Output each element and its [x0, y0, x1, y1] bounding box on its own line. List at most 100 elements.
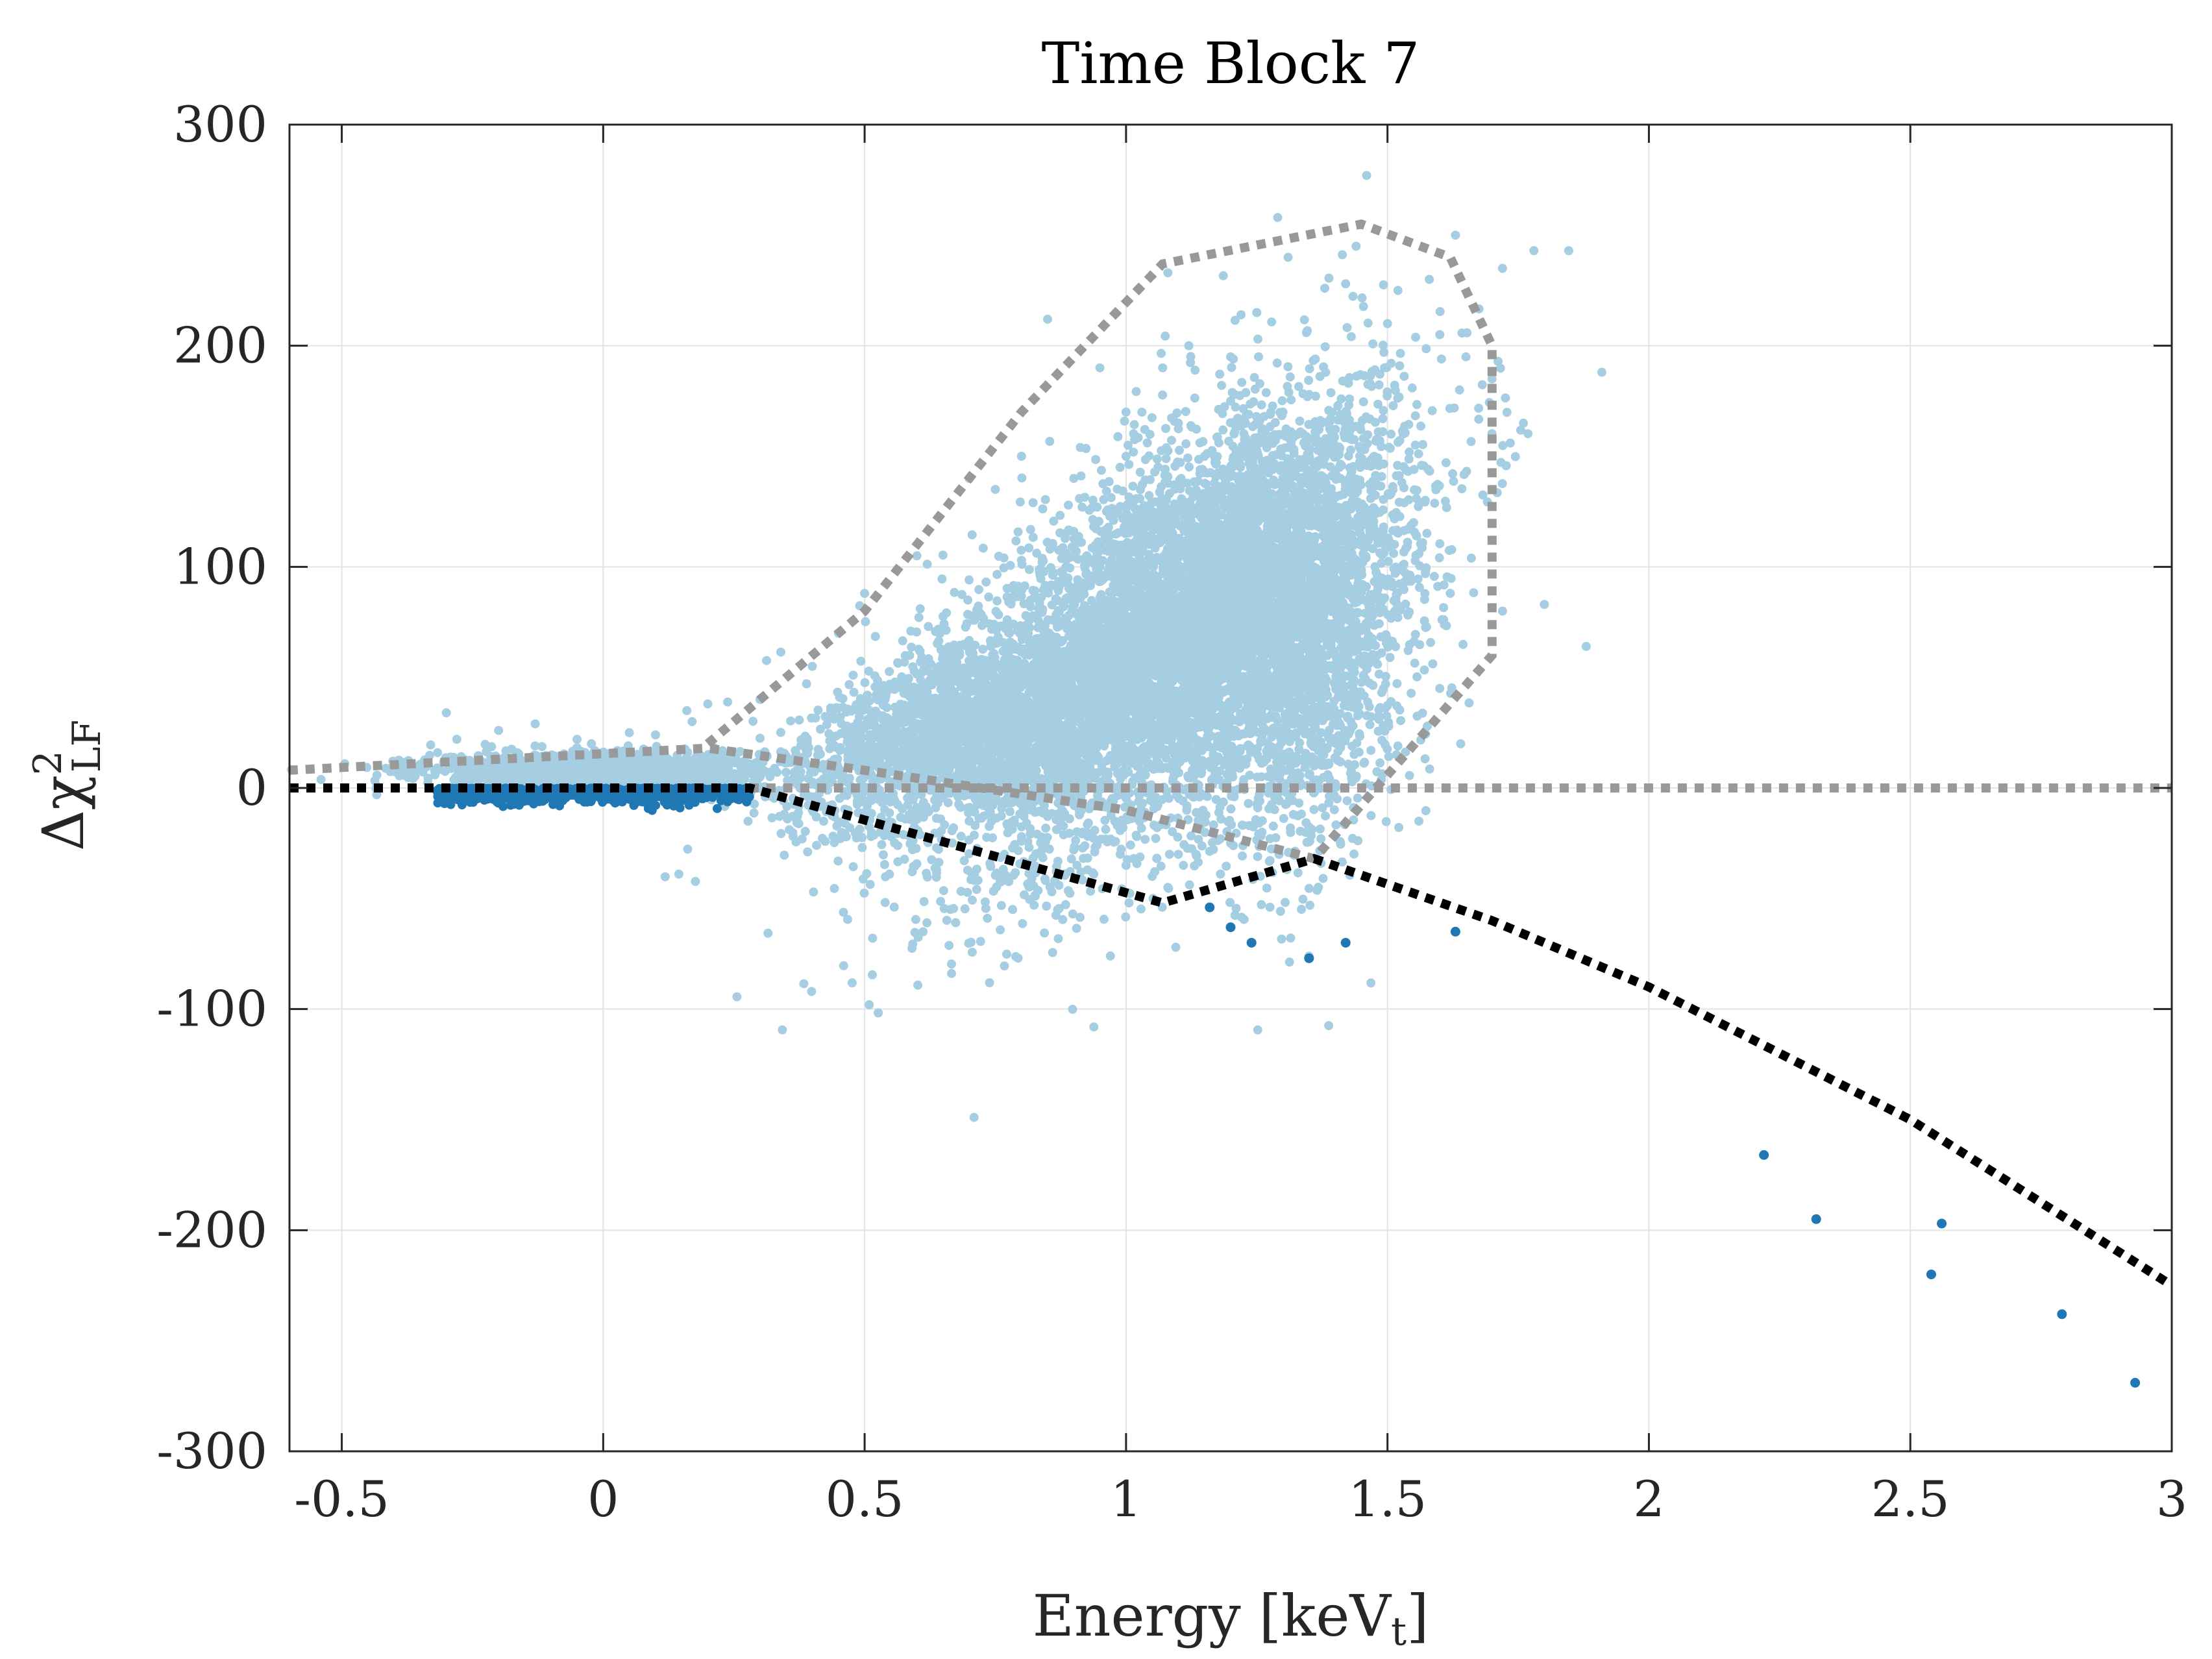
accepted-event-point [839, 961, 848, 970]
accepted-event-point [1106, 493, 1116, 502]
accepted-event-point [1249, 373, 1259, 382]
accepted-event-point [1032, 548, 1042, 558]
accepted-event-point [1439, 603, 1449, 613]
accepted-event-point [983, 913, 992, 923]
accepted-event-point [1478, 490, 1488, 500]
accepted-event-point [1222, 861, 1231, 871]
accepted-event-point [970, 830, 979, 840]
accepted-event-point [951, 918, 961, 928]
accepted-event-point [1373, 399, 1382, 409]
accepted-event-point [956, 887, 966, 896]
accepted-event-point [1142, 438, 1152, 448]
accepted-event-point [1033, 885, 1043, 895]
accepted-event-point [1152, 854, 1162, 863]
accepted-event-point [1081, 444, 1091, 453]
accepted-event-point [1135, 467, 1145, 477]
accepted-event-point [1116, 844, 1126, 854]
accepted-event-point [1449, 476, 1458, 486]
accepted-event-point [1304, 376, 1314, 385]
accepted-event-point [1009, 815, 1019, 825]
accepted-event-point [967, 948, 977, 957]
accepted-event-point [1040, 495, 1050, 504]
accepted-event-point [833, 856, 843, 866]
accepted-event-point [1088, 868, 1098, 878]
accepted-event-point [996, 901, 1006, 911]
accepted-event-point [1283, 362, 1293, 371]
accepted-event-point [947, 959, 956, 969]
accepted-event-point [1056, 567, 1066, 577]
accepted-event-point [910, 928, 920, 937]
accepted-event-point [1089, 833, 1098, 843]
accepted-event-point [1320, 342, 1330, 352]
accepted-event-point [1131, 387, 1141, 397]
accepted-event-point [922, 872, 932, 882]
accepted-event-point [939, 886, 948, 896]
accepted-event-point [985, 859, 995, 868]
accepted-event-point [1331, 820, 1341, 830]
accepted-event-point [807, 987, 817, 996]
accepted-event-point [992, 868, 1002, 878]
accepted-event-point [1058, 915, 1068, 924]
accepted-event-point [1058, 806, 1068, 816]
accepted-event-point [865, 879, 875, 889]
accepted-event-point [1190, 393, 1199, 403]
accepted-event-point [1112, 821, 1122, 831]
accepted-event-point [1516, 425, 1525, 435]
accepted-event-point [1099, 766, 1109, 776]
accepted-event-point [1079, 854, 1088, 863]
accepted-event-point [1279, 814, 1288, 823]
accepted-event-point [1338, 250, 1347, 260]
accepted-event-point [1125, 840, 1135, 850]
accepted-event-point [1053, 934, 1063, 944]
accepted-event-point [842, 915, 852, 924]
accepted-event-point [947, 826, 957, 835]
accepted-event-point [1299, 315, 1309, 325]
accepted-event-point [1357, 293, 1367, 302]
accepted-event-point [970, 870, 979, 879]
accepted-event-point [1049, 516, 1059, 526]
accepted-event-point [683, 844, 693, 854]
accepted-event-point [940, 820, 950, 830]
accepted-event-point [1042, 902, 1051, 911]
accepted-event-point [1422, 528, 1432, 538]
accepted-event-point [1024, 543, 1034, 553]
accepted-event-point [985, 978, 994, 987]
accepted-event-point [1235, 717, 1244, 727]
accepted-event-point [1368, 339, 1378, 349]
accepted-event-point [1237, 378, 1247, 387]
accepted-event-point [1086, 887, 1096, 896]
accepted-event-point [974, 585, 984, 595]
accepted-event-point [1261, 387, 1271, 397]
accepted-event-point [912, 859, 922, 868]
accepted-event-point [1025, 805, 1035, 815]
accepted-event-point [1000, 961, 1009, 971]
accepted-event-point [937, 574, 947, 584]
accepted-event-point [1100, 815, 1110, 825]
accepted-event-point [1477, 380, 1487, 389]
accepted-event-point [931, 813, 941, 823]
accepted-event-point [1051, 911, 1061, 920]
accepted-event-point [978, 543, 988, 553]
accepted-event-point [1064, 886, 1073, 896]
accepted-event-point [1217, 380, 1227, 390]
accepted-event-point [1018, 919, 1027, 928]
accepted-event-point [1140, 835, 1150, 844]
accepted-event-point [868, 970, 877, 979]
accepted-event-point [1083, 818, 1093, 828]
accepted-event-point [1098, 479, 1108, 489]
accepted-event-point [1410, 485, 1419, 495]
accepted-event-point [957, 590, 966, 599]
accepted-event-point [1064, 828, 1074, 838]
accepted-event-point [1225, 816, 1235, 825]
accepted-event-point [1068, 909, 1077, 919]
accepted-event-point [1124, 898, 1134, 908]
accepted-event-point [1425, 466, 1434, 476]
accepted-event-point [1025, 894, 1035, 904]
accepted-event-point [1017, 585, 1027, 595]
accepted-event-point [900, 854, 909, 864]
accepted-event-point [1053, 586, 1063, 595]
accepted-event-point [1028, 532, 1038, 542]
accepted-event-point [915, 604, 925, 613]
accepted-event-point [1045, 437, 1055, 446]
